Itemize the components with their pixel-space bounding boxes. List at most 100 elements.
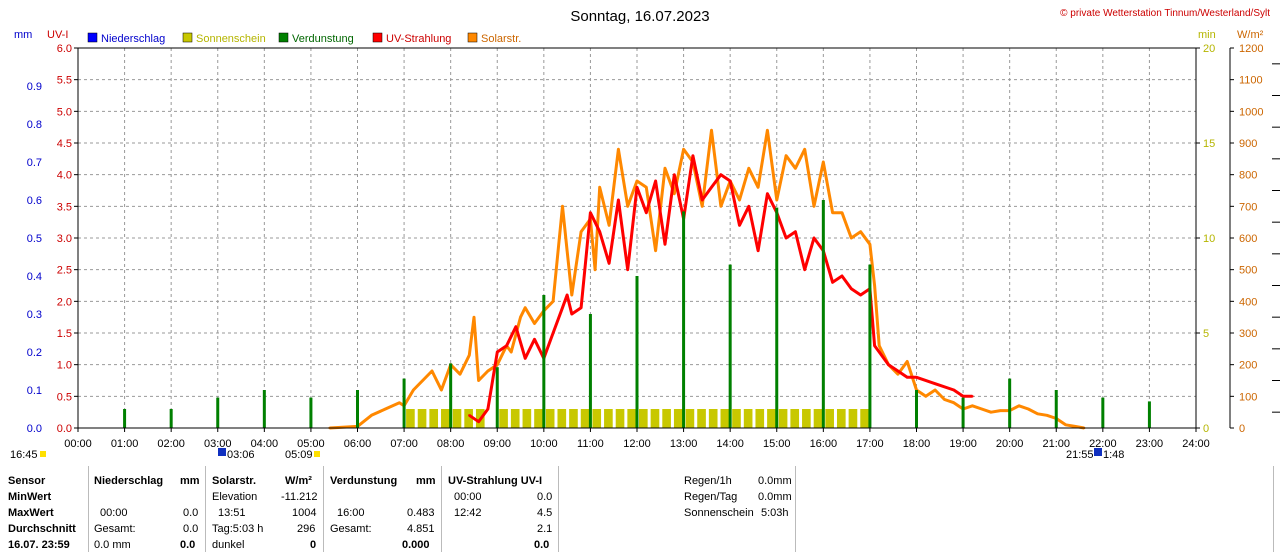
uv-line-point <box>505 344 508 347</box>
regen-tag-label: Regen/Tag <box>684 491 738 503</box>
uv-line-point <box>878 350 881 354</box>
legend-label-niederschlag: Niederschlag <box>101 33 165 45</box>
sunshine-bar <box>510 409 520 428</box>
sunshine-bar <box>790 409 800 428</box>
dawn-sun-icon <box>40 451 46 457</box>
solar-line-point <box>896 372 900 376</box>
evaporation-bar <box>868 264 872 428</box>
uv-line-point <box>840 274 844 278</box>
solar-line-point <box>477 379 480 382</box>
sunshine-bar <box>522 409 532 428</box>
uv-line-point <box>812 236 816 240</box>
legend-swatch-uv <box>372 32 383 43</box>
solar-dark-val: 0 <box>310 539 317 551</box>
sunshine-bar <box>545 409 555 428</box>
uv-now: 0.0 <box>534 539 550 551</box>
uvi-tick-label: 3.0 <box>57 233 72 245</box>
uvi-tick-label: 5.0 <box>57 106 72 118</box>
uv-line-point <box>831 281 834 284</box>
uv-line-point <box>887 363 890 366</box>
sunshine-bar <box>848 409 858 428</box>
axis-wm2: 0 100 200 300 400 500 600 700 800 900 1000 1100 1200 <box>1229 43 1280 435</box>
x-tick-label: 16:00 <box>810 438 838 450</box>
solar-line-point <box>370 414 373 417</box>
uv-line-point <box>850 287 853 290</box>
row-avg: Durchschnitt <box>8 523 76 535</box>
uv-line-point <box>691 154 695 157</box>
solar-line-point <box>1064 423 1067 427</box>
evaporation-bar <box>588 314 592 428</box>
uv-line-point <box>915 376 918 379</box>
solar-line-point <box>412 388 415 392</box>
chart-title: Sonntag, 16.07.2023 <box>570 8 709 25</box>
legend-swatch-verdunstung <box>278 32 289 43</box>
uv-line-point <box>598 230 601 233</box>
x-tick-label: 06:00 <box>344 438 372 450</box>
uvi-tick-label: 4.5 <box>57 138 72 150</box>
sunshine-bar <box>685 409 695 428</box>
evaporation-bar <box>961 397 965 428</box>
solar-tag-val: 296 <box>297 523 316 535</box>
solar-line-point <box>803 148 806 151</box>
solar-line-point <box>756 186 760 189</box>
regen-tag-val: 0.0mm <box>758 491 792 503</box>
uv-line-point <box>607 262 611 265</box>
solar-max-val: 1004 <box>292 507 317 519</box>
weather-chart: Sonntag, 16.07.2023 © private Wetterstat… <box>10 8 1280 461</box>
uv-line-point <box>756 249 760 252</box>
sunshine-bar <box>639 409 648 428</box>
x-tick-label: 12:00 <box>623 438 651 450</box>
sunshine-bar <box>673 409 683 428</box>
solar-line-point <box>952 401 955 404</box>
verd-sum: 0.000 <box>402 539 430 551</box>
sunshine-bar <box>464 409 473 428</box>
sunshine-bar <box>732 409 741 428</box>
sunshine-bar <box>836 409 846 428</box>
uvi-tick-label: 1.5 <box>57 328 72 340</box>
uvi-tick-label: 1.0 <box>57 360 72 372</box>
solar-line-point <box>617 148 620 151</box>
sonnenschein-label: Sonnenschein <box>684 507 754 519</box>
verd-gesamt-val: 4.851 <box>407 523 435 535</box>
sunshine-bar <box>406 409 415 428</box>
solar-line-point <box>486 369 490 373</box>
sunshine-bar <box>767 409 776 428</box>
solar-line-point <box>933 388 937 392</box>
x-tick-label: 08:00 <box>437 438 465 450</box>
evaporation-bar <box>1147 401 1151 428</box>
x-tick-label: 19:00 <box>949 438 977 450</box>
uvi-tick-label: 0.5 <box>57 391 72 403</box>
mm-tick-label: 0.3 <box>27 309 42 321</box>
solar-line-point <box>561 205 564 208</box>
solar-line-point <box>840 211 844 214</box>
solar-series <box>328 128 1086 430</box>
legend-swatch-niederschlag <box>87 32 98 43</box>
solar-line-point <box>626 205 629 208</box>
solar-unit: W/m² <box>285 475 312 487</box>
solar-line-point <box>701 205 704 208</box>
x-tick-label: 20:00 <box>996 438 1024 450</box>
sunshine-bar <box>592 409 602 428</box>
x-tick-label: 15:00 <box>763 438 791 450</box>
solar-line-point <box>999 409 1002 412</box>
unit-mm: mm <box>14 29 32 41</box>
evaporation-bar <box>356 390 359 428</box>
uv-line-point <box>579 306 583 309</box>
solar-line-point <box>868 243 872 246</box>
mm-tick-label: 0.6 <box>27 195 42 207</box>
solar-line-point <box>747 167 750 170</box>
x-axis: 00:00 01:00 02:00 03:00 04:00 05:00 06:00 07:00… <box>64 428 1210 450</box>
uv-line-point <box>654 179 657 183</box>
legend-label-sonnenschein: Sonnenschein <box>196 33 266 45</box>
mm-tick-label: 0.4 <box>27 271 42 283</box>
solar-line-point <box>905 360 909 363</box>
evaporation-bar <box>216 397 220 428</box>
sunrise-marker: 03:06 <box>227 449 255 461</box>
wm2-tick-label: 800 <box>1239 170 1257 182</box>
min-tick-label: 15 <box>1203 138 1215 150</box>
solar-line-point <box>598 186 601 189</box>
row-max: MaxWert <box>8 507 54 519</box>
x-tick-label: 24:00 <box>1182 438 1210 450</box>
solar-line-point <box>980 407 983 411</box>
x-tick-label: 11:00 <box>577 438 604 450</box>
